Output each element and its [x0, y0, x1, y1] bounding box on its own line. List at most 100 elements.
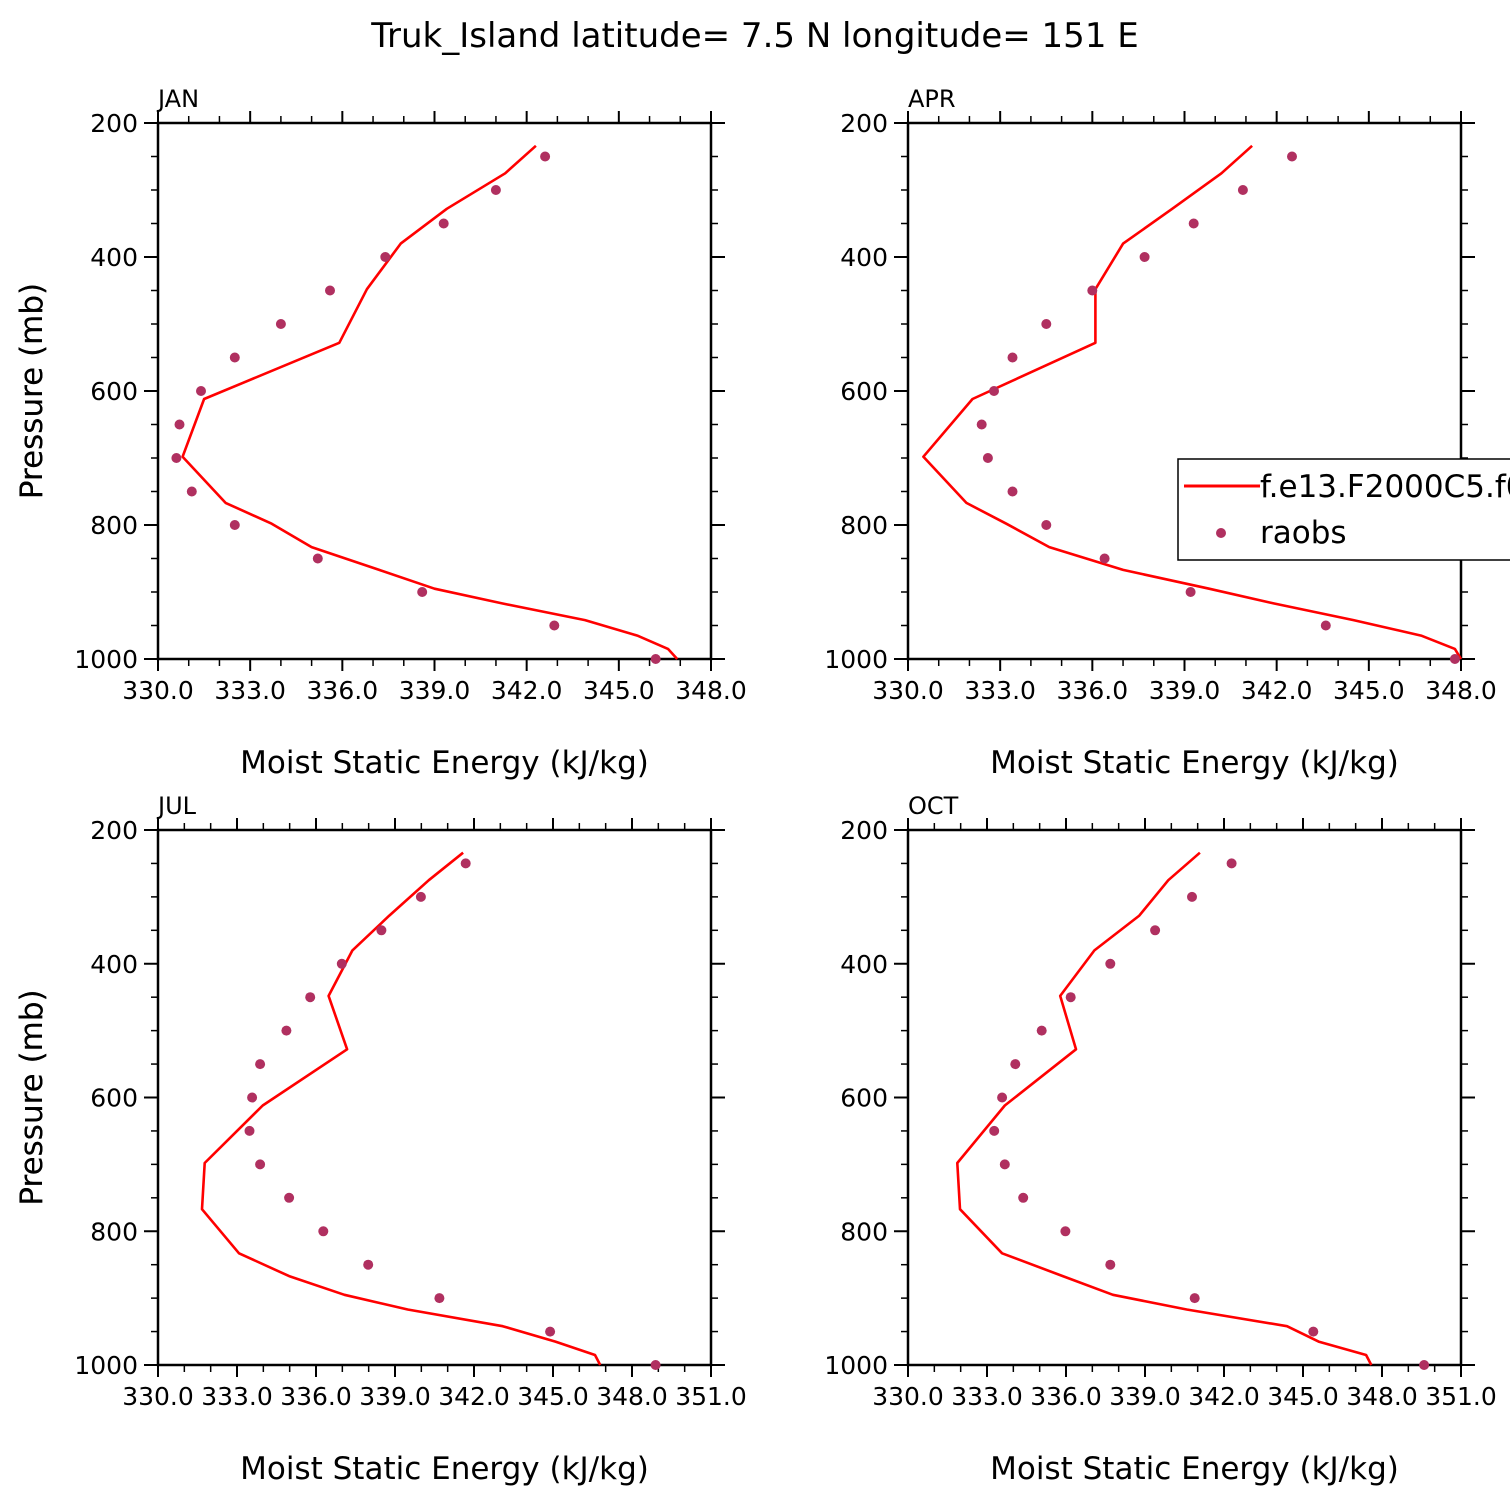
y-tick-label: 1000	[74, 645, 138, 674]
y-axis-label: Pressure (mb)	[14, 989, 50, 1205]
x-tick-label: 348.0	[1425, 676, 1497, 705]
raobs-point	[1449, 654, 1460, 664]
raobs-point	[171, 453, 182, 463]
y-tick-label: 1000	[824, 1351, 888, 1380]
panel-title: OCT	[908, 792, 959, 820]
legend-raobs-label: raobs	[1260, 515, 1347, 551]
raobs-point	[1010, 1059, 1021, 1070]
raobs-point	[1041, 520, 1052, 530]
raobs-point	[229, 352, 240, 363]
raobs-point	[976, 419, 987, 430]
raobs-point	[244, 1125, 255, 1136]
raobs-point	[1185, 587, 1196, 597]
x-axis-label: Moist Static Energy (kJ/kg)	[990, 1451, 1399, 1487]
y-tick-label: 400	[840, 950, 888, 979]
x-tick-label: 348.0	[596, 1382, 668, 1411]
raobs-point	[1060, 1226, 1071, 1237]
raobs-point	[1007, 352, 1018, 363]
raobs-point	[1087, 285, 1098, 296]
legend: f.e13.F2000C5.f0 raobs	[1177, 458, 1510, 561]
y-tick-label: 800	[840, 1217, 888, 1246]
y-tick-label: 600	[840, 1084, 888, 1113]
raobs-point	[1099, 553, 1110, 564]
raobs-point	[1308, 1326, 1319, 1337]
raobs-point	[1287, 151, 1297, 162]
y-tick-label: 200	[90, 109, 138, 138]
raobs-point	[275, 319, 286, 329]
x-tick-label: 342.0	[438, 1382, 510, 1411]
figure-title: Truk_Island latitude= 7.5 N longitude= 1…	[370, 16, 1139, 56]
y-tick-label: 200	[840, 109, 888, 138]
x-tick-label: 330.0	[122, 1382, 194, 1411]
raobs-point	[186, 486, 197, 497]
raobs-point	[196, 386, 206, 396]
y-axis-label: Pressure (mb)	[14, 283, 50, 499]
x-tick-label: 336.0	[1057, 676, 1129, 705]
raobs-point	[1018, 1192, 1029, 1203]
panel-jul: JUL 330.0 333.0 336.0 339.0 342.0 345.0 348.0 35…	[14, 792, 747, 1487]
x-tick-label: 339.0	[1109, 1382, 1181, 1411]
y-tick-label: 400	[840, 243, 888, 272]
raobs-point	[650, 1360, 661, 1370]
raobs-point	[336, 958, 347, 969]
raobs-point	[174, 419, 185, 430]
raobs-point	[1065, 992, 1076, 1003]
raobs-point	[325, 285, 335, 296]
model-line	[181, 144, 679, 660]
raobs-point	[1105, 1259, 1116, 1270]
x-tick-label: 348.0	[675, 676, 747, 705]
x-tick-label: 345.0	[1333, 676, 1405, 705]
x-tick-label: 330.0	[122, 676, 194, 705]
raobs-point	[1105, 958, 1116, 969]
raobs-point	[1041, 319, 1052, 329]
raobs-point	[545, 1326, 556, 1337]
raobs-point	[417, 587, 428, 597]
x-tick-label: 336.0	[280, 1382, 352, 1411]
y-tick-label: 200	[90, 816, 138, 845]
raobs-point	[490, 185, 501, 195]
raobs-point	[460, 858, 471, 869]
raobs-point	[380, 252, 391, 262]
x-tick-label: 351.0	[1425, 1382, 1497, 1411]
x-tick-label: 333.0	[201, 1382, 273, 1411]
x-tick-label: 339.0	[399, 676, 471, 705]
raobs-point	[305, 992, 316, 1003]
y-tick-label: 600	[90, 377, 138, 406]
x-tick-label: 348.0	[1346, 1382, 1418, 1411]
x-tick-label: 339.0	[359, 1382, 431, 1411]
raobs-point	[1226, 858, 1237, 869]
x-tick-label: 333.0	[964, 676, 1036, 705]
y-tick-label: 800	[840, 511, 888, 540]
legend-box	[1177, 458, 1510, 561]
raobs-point	[540, 151, 551, 162]
x-tick-label: 333.0	[214, 676, 286, 705]
raobs-point	[363, 1259, 374, 1270]
y-tick-label: 800	[90, 511, 138, 540]
raobs-point	[989, 1125, 1000, 1136]
panel-title: JUL	[156, 792, 197, 820]
raobs-point	[1189, 1293, 1200, 1304]
x-axis-label: Moist Static Energy (kJ/kg)	[990, 745, 1399, 781]
panel-title: APR	[908, 85, 956, 113]
x-tick-label: 336.0	[307, 676, 379, 705]
x-tick-label: 330.0	[872, 1382, 944, 1411]
raobs-point	[415, 891, 426, 902]
raobs-point	[1419, 1360, 1430, 1370]
x-tick-label: 342.0	[1241, 676, 1313, 705]
x-tick-label: 333.0	[951, 1382, 1023, 1411]
y-tick-label: 600	[840, 377, 888, 406]
legend-raobs-marker	[1216, 528, 1226, 538]
model-line	[955, 851, 1373, 1366]
panel-title: JAN	[156, 85, 199, 113]
raobs-point	[281, 1025, 292, 1036]
y-tick-label: 200	[840, 816, 888, 845]
raobs-point	[1036, 1025, 1047, 1036]
x-tick-label: 336.0	[1030, 1382, 1102, 1411]
raobs-point	[1237, 185, 1248, 195]
y-tick-label: 1000	[74, 1351, 138, 1380]
raobs-point	[1320, 620, 1331, 631]
y-axis-label: Pressure (mb)	[14, 283, 50, 499]
raobs-point	[247, 1092, 258, 1103]
